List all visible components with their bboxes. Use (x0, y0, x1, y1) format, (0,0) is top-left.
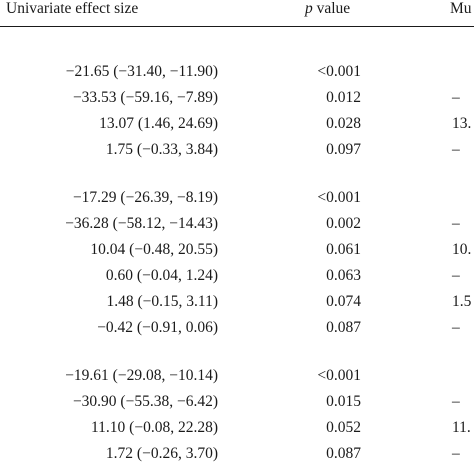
p-value-cell: 0.052 (326, 419, 361, 436)
multivariate-cell: 1.5 (452, 293, 472, 310)
p-value-cell: 0.074 (326, 293, 361, 310)
p-value-cell: <0.001 (317, 367, 361, 384)
table-row: −0.42 (−0.91, 0.06) 0.087 – (0, 315, 474, 341)
header-univariate-effect-size: Univariate effect size (6, 0, 139, 17)
p-value-cell: <0.001 (317, 189, 361, 206)
effect-size-cell: 1.48 (−0.15, 3.11) (106, 293, 219, 310)
header-multivariate: Mu (450, 0, 472, 17)
effect-size-cell: 11.10 (−0.08, 22.28) (91, 419, 218, 436)
p-value-cell: 0.063 (326, 267, 361, 284)
effect-size-cell: −19.61 (−29.08, −10.14) (65, 367, 218, 384)
effect-size-cell: 1.75 (−0.33, 3.84) (105, 141, 218, 158)
effect-size-cell: −21.65 (−31.40, −11.90) (65, 63, 218, 80)
effect-size-cell: −33.53 (−59.16, −7.89) (72, 89, 218, 106)
table-row: 13.07 (1.46, 24.69) 0.028 13. (0, 111, 474, 137)
table-row: −36.28 (−58.12, −14.43) 0.002 – (0, 211, 474, 237)
table-row: 1.72 (−0.26, 3.70) 0.087 – (0, 441, 474, 467)
effect-size-cell: −17.29 (−26.39, −8.19) (72, 189, 218, 206)
multivariate-cell: 13. (452, 115, 472, 132)
table-row: −33.53 (−59.16, −7.89) 0.012 – (0, 85, 474, 111)
table-row: 1.75 (−0.33, 3.84) 0.097 – (0, 137, 474, 163)
table-row: 11.10 (−0.08, 22.28) 0.052 11. (0, 415, 474, 441)
effect-size-cell: 10.04 (−0.48, 20.55) (90, 241, 218, 258)
table-row: 10.04 (−0.48, 20.55) 0.061 10. (0, 237, 474, 263)
effect-size-cell: 0.60 (−0.04, 1.24) (105, 267, 218, 284)
table-row: 1.48 (−0.15, 3.11) 0.074 1.5 (0, 289, 474, 315)
p-value-cell: 0.015 (326, 393, 361, 410)
header-rule (0, 26, 474, 27)
multivariate-cell: – (452, 267, 460, 284)
p-value-cell: 0.087 (326, 319, 361, 336)
header-p-value: p value (305, 0, 350, 20)
p-value-cell: 0.097 (326, 141, 361, 158)
table-row: −30.90 (−55.38, −6.42) 0.015 – (0, 389, 474, 415)
p-value-cell: <0.001 (317, 63, 361, 80)
multivariate-cell: – (452, 141, 460, 158)
effect-size-cell: 1.72 (−0.26, 3.70) (105, 445, 218, 462)
effect-size-cell: 13.07 (1.46, 24.69) (99, 115, 218, 132)
header-p-rest: value (312, 0, 351, 17)
effect-size-cell: −36.28 (−58.12, −14.43) (65, 215, 218, 232)
table-row: 0.60 (−0.04, 1.24) 0.063 – (0, 263, 474, 289)
p-value-cell: 0.002 (326, 215, 361, 232)
multivariate-cell: – (452, 393, 460, 410)
table-row: −17.29 (−26.39, −8.19) <0.001 (0, 185, 474, 211)
p-value-cell: 0.087 (326, 445, 361, 462)
multivariate-cell: – (452, 89, 460, 106)
multivariate-cell: – (452, 319, 460, 336)
p-value-cell: 0.012 (326, 89, 361, 106)
multivariate-cell: 11. (452, 419, 471, 436)
p-value-cell: 0.028 (326, 115, 361, 132)
multivariate-cell: 10. (452, 241, 472, 258)
effect-size-cell: −30.90 (−55.38, −6.42) (72, 393, 218, 410)
table-row: −21.65 (−31.40, −11.90) <0.001 (0, 59, 474, 85)
p-value-cell: 0.061 (326, 241, 361, 258)
multivariate-cell: – (452, 215, 460, 232)
table-row: −19.61 (−29.08, −10.14) <0.001 (0, 363, 474, 389)
effect-size-cell: −0.42 (−0.91, 0.06) (97, 319, 218, 336)
multivariate-cell: – (452, 445, 460, 462)
header-p-italic: p (305, 0, 313, 17)
